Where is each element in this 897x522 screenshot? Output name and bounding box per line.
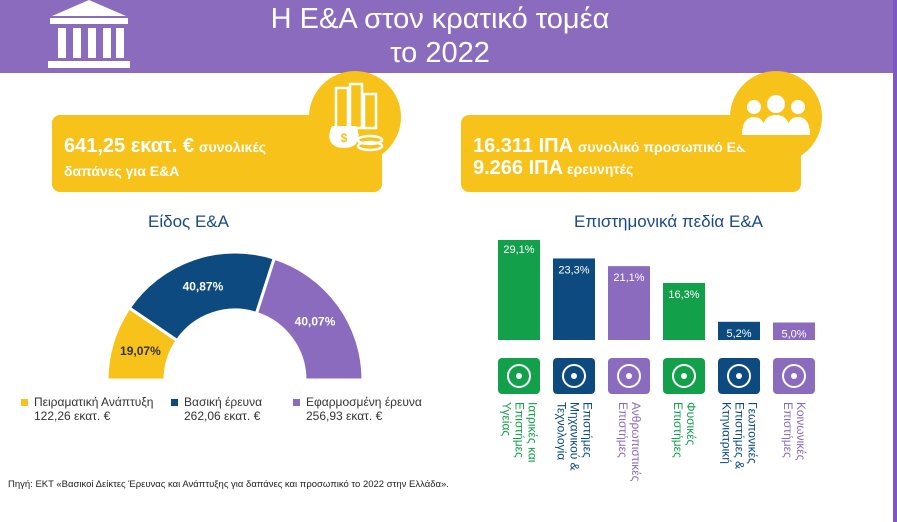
field-label-line: Επιστήμες xyxy=(580,402,595,458)
legend-experimental-label: Πειραματική Ανάπτυξη xyxy=(34,395,154,409)
title-line-2: το 2022 xyxy=(390,37,490,69)
source-note: Πηγή: ΕΚΤ «Βασικοί Δείκτες Έρευνας και Α… xyxy=(8,479,449,490)
field-label-line: Επιστήμες & xyxy=(732,402,747,470)
institution-building-icon xyxy=(48,0,130,68)
slice-label-applied: 40,07% xyxy=(295,315,336,329)
robot-arm-icon-dot xyxy=(571,373,577,379)
bar-1 xyxy=(498,240,540,340)
legend-basic-label: Βασική έρευνα xyxy=(184,395,263,409)
people-group-icon-glyph xyxy=(782,364,806,388)
field-label-line: Επιστήμες xyxy=(616,402,630,458)
legend-experimental: Πειραματική Ανάπτυξη 122,26 εκατ. € xyxy=(21,395,153,423)
bar-4 xyxy=(663,282,705,340)
page-title: Η Ε&Α στον κρατικό τομέα το 2022 xyxy=(180,2,700,70)
field-label-line: Επιστήμες xyxy=(512,402,527,458)
thinker-icon-glyph xyxy=(617,364,641,388)
researchers-text: ερευνητές xyxy=(566,161,634,177)
legend-applied-label: Εφαρμοσμένη έρευνα xyxy=(306,395,422,409)
expenditure-text-2: δαπάνες για Ε&Α xyxy=(64,163,180,179)
researchers-value: 9.266 ΙΠΑ xyxy=(473,157,564,179)
legend-applied: Εφαρμοσμένη έρευνα 256,93 εκατ. € xyxy=(293,395,422,423)
bar-3 xyxy=(608,266,650,340)
legend-basic-amount: 262,06 εκατ. € xyxy=(184,409,261,423)
people-group-icon-dot xyxy=(791,373,797,379)
money-icon-circle xyxy=(309,71,401,163)
field-label-5: Γεωπονικές Επιστήμες & Κτηνιατρική xyxy=(719,402,760,470)
field-label-line: Ιατρικές και xyxy=(525,402,540,463)
field-label-line: Ανθρωπιστικές xyxy=(629,402,643,482)
bar-label-3: 21,1% xyxy=(613,272,644,284)
slice-label-basic: 40,87% xyxy=(183,279,224,293)
people-group-icon xyxy=(742,95,810,135)
field-label-line: Μηχανικού & xyxy=(567,402,582,471)
personnel-value: 16.311 ΙΠΑ xyxy=(473,135,574,157)
field-label-2: Επιστήμες Μηχανικού & Τεχνολογία xyxy=(554,402,595,471)
field-label-line: Επιστήμες xyxy=(671,402,685,458)
bar-label-2: 23,3% xyxy=(558,264,589,276)
bar-label-4: 16,3% xyxy=(668,289,699,301)
field-label-line: Υγείας xyxy=(499,402,514,437)
field-label-line: Γεωπονικές xyxy=(745,402,760,464)
field-label-3: Ανθρωπιστικές Επιστήμες xyxy=(616,402,643,482)
legend-swatch-navy xyxy=(171,399,178,407)
field-label-1: Ιατρικές και Επιστήμες Υγείας xyxy=(499,402,540,463)
bar-label-5: 5,2% xyxy=(726,328,751,340)
bar-label-6: 5,0% xyxy=(781,329,806,341)
legend-basic: Βασική έρευνα 262,06 εκατ. € xyxy=(171,395,262,423)
field-label-4: Φυσικές Επιστήμες xyxy=(671,402,698,458)
field-icon-dot xyxy=(736,373,742,379)
dna-icon-glyph xyxy=(507,364,531,388)
rd-type-title: Είδος Ε&Α xyxy=(148,212,229,231)
bar-label-1: 29,1% xyxy=(503,244,534,256)
field-label-line: Φυσικές xyxy=(684,402,698,446)
legend-experimental-amount: 122,26 εκατ. € xyxy=(34,409,111,423)
slice-applied xyxy=(254,256,365,382)
title-line-1: Η Ε&Α στον κρατικό τομέα xyxy=(270,3,610,35)
field-label-line: Επιστήμες xyxy=(781,402,795,458)
personnel-text: συνολικό προσωπικό Ε&Α xyxy=(577,139,757,155)
legend-swatch-yellow xyxy=(21,399,28,407)
bar-5 xyxy=(718,321,760,340)
slice-label-experimental: 19,07% xyxy=(120,344,161,358)
money-bag-buildings-icon: $ xyxy=(329,82,384,152)
science-fields-bar-chart: 29,1% 23,3% 21,1% 16,3% 5,2% 5,0% xyxy=(498,240,815,394)
dna-icon-dot xyxy=(516,373,522,379)
field-label-line: Κοινωνικές xyxy=(794,402,808,461)
expenditure-amount: 641,25 εκατ. € xyxy=(64,135,195,157)
thinker-icon-dot xyxy=(626,373,632,379)
slice-basic xyxy=(127,250,277,343)
bar-6 xyxy=(773,322,815,340)
atom-icon-dot xyxy=(681,373,687,379)
svg-text:$: $ xyxy=(341,131,348,145)
robot-arm-icon-glyph xyxy=(562,364,586,388)
field-label-line: Κτηνιατρική xyxy=(719,402,734,464)
legend-applied-amount: 256,93 εκατ. € xyxy=(306,409,383,423)
legend-swatch-purple xyxy=(293,399,300,407)
header-banner xyxy=(0,0,893,73)
rd-type-half-donut-chart: 19,07% 40,87% 40,07% xyxy=(105,250,365,382)
science-fields-title: Επιστημονικά πεδία Ε&Α xyxy=(574,212,763,231)
field-icon-glyph xyxy=(727,364,751,388)
bar-2 xyxy=(553,258,595,340)
atom-icon-glyph xyxy=(672,364,696,388)
field-label-6: Κοινωνικές Επιστήμες xyxy=(781,402,808,461)
field-label-line: Τεχνολογία xyxy=(554,402,569,461)
expenditure-text-1: συνολικές xyxy=(198,139,267,155)
right-border xyxy=(893,0,897,522)
